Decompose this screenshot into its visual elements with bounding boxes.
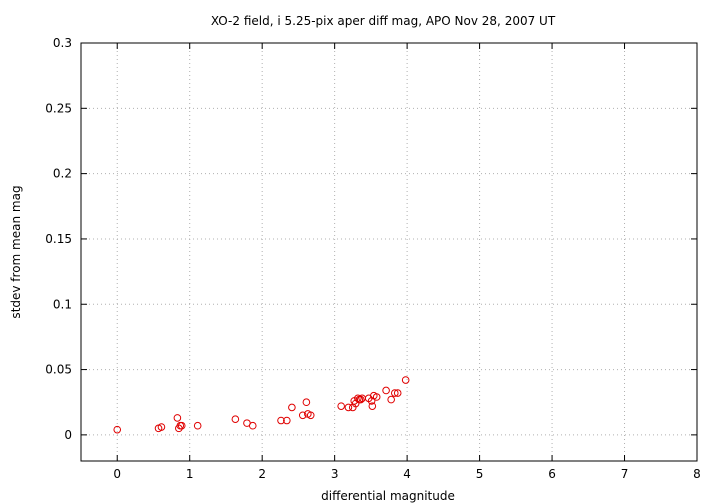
data-point (288, 403, 296, 412)
data-point (401, 376, 410, 384)
data-point (193, 421, 202, 430)
x-tick-label: 4 (403, 467, 411, 481)
data-point (248, 421, 257, 430)
chart-title: XO-2 field, i 5.25-pix aper diff mag, AP… (211, 14, 556, 28)
data-points (113, 376, 410, 434)
data-point (298, 411, 307, 420)
data-point (387, 395, 395, 404)
x-tick-label: 1 (186, 467, 194, 481)
y-tick-label: 0.25 (45, 101, 72, 115)
data-point (393, 389, 402, 397)
y-tick-label: 0.05 (45, 363, 72, 377)
y-axis-ticks: 0 0.05 0.1 0.15 0.2 0.25 0.3 (45, 36, 697, 442)
x-tick-label: 2 (258, 467, 266, 481)
data-point (382, 386, 390, 395)
data-point (390, 389, 399, 397)
x-tick-label: 5 (476, 467, 484, 481)
y-tick-label: 0.3 (53, 36, 72, 50)
data-point (372, 393, 381, 401)
data-point (277, 416, 285, 425)
x-tick-label: 3 (331, 467, 339, 481)
data-point (173, 414, 182, 422)
data-point (344, 403, 353, 412)
data-point (337, 402, 345, 410)
x-tick-label: 8 (693, 467, 701, 481)
data-point (302, 398, 311, 407)
data-point (368, 402, 377, 410)
plot-frame (80, 42, 698, 462)
data-point (306, 411, 315, 420)
y-tick-label: 0.15 (45, 232, 72, 246)
x-tick-label: 7 (621, 467, 629, 481)
y-tick-label: 0 (64, 428, 72, 442)
data-point (113, 425, 122, 434)
y-tick-label: 0.2 (53, 167, 72, 181)
data-point (283, 416, 291, 425)
data-point (356, 395, 365, 404)
y-tick-label: 0.1 (53, 297, 72, 311)
data-point (157, 423, 166, 431)
data-point (177, 421, 186, 430)
data-point (231, 415, 240, 424)
grid (81, 42, 697, 461)
data-point (367, 397, 376, 405)
x-axis-label: differential magnitude (321, 489, 455, 503)
x-tick-label: 6 (548, 467, 556, 481)
y-axis-label: stdev from mean mag (9, 185, 23, 318)
x-tick-label: 0 (113, 467, 121, 481)
